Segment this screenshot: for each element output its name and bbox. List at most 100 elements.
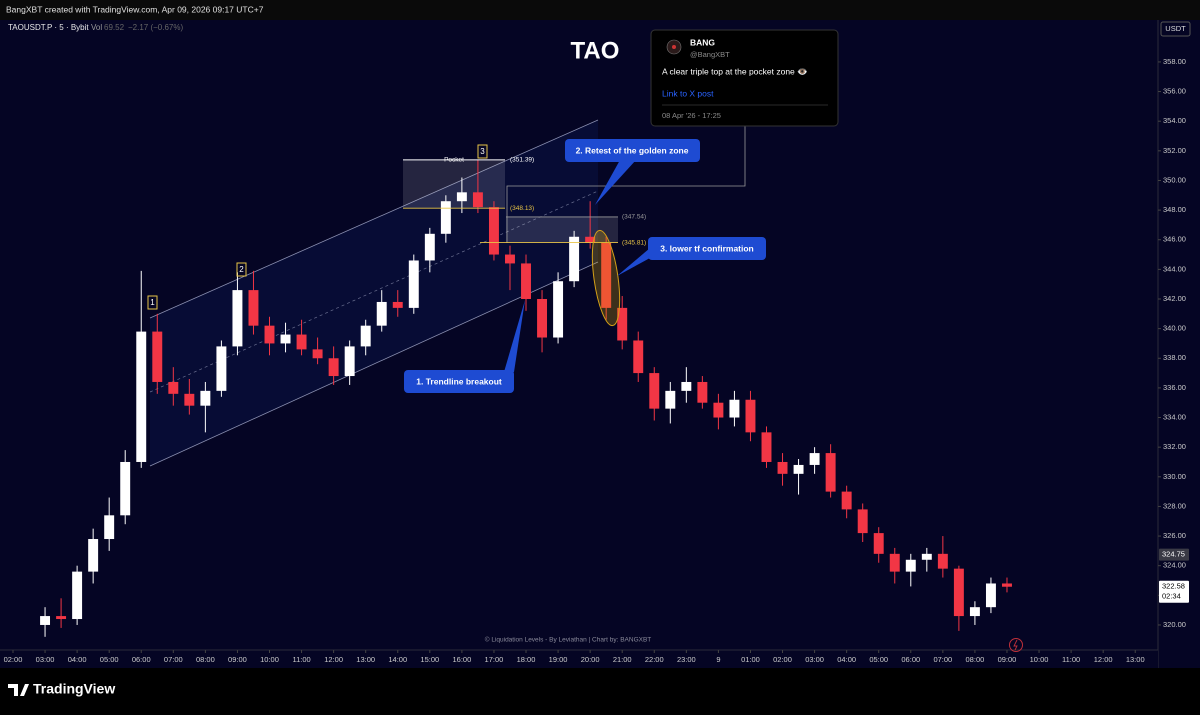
candle-body <box>713 402 724 418</box>
y-tick-label: 332.00 <box>1163 442 1186 451</box>
x-tick-label: 06:00 <box>132 655 151 664</box>
brand-logo <box>8 684 29 696</box>
y-tick-label: 336.00 <box>1163 383 1186 392</box>
callout <box>565 139 700 162</box>
x-tick-label: 08:00 <box>966 655 985 664</box>
candle-body <box>553 281 564 338</box>
x-tick-label: 16:00 <box>452 655 471 664</box>
y-tick-label: 324.00 <box>1163 561 1186 570</box>
candle-body <box>777 461 788 474</box>
bottom-bar <box>0 668 1200 710</box>
x-tick-label: 14:00 <box>388 655 407 664</box>
candle-body <box>841 491 852 510</box>
callout-pointer <box>617 248 650 276</box>
x-tick-label: 10:00 <box>1030 655 1049 664</box>
x-tick-label: 04:00 <box>68 655 87 664</box>
candle-body <box>745 399 756 433</box>
tweet-text: A clear triple top at the pocket zone 👁️ <box>662 66 808 76</box>
x-tick-label: 08:00 <box>196 655 215 664</box>
candle-body <box>184 393 195 406</box>
currency: USDT <box>1165 24 1186 33</box>
candle-body <box>312 349 323 359</box>
tweet-link[interactable]: Link to X post <box>662 88 714 98</box>
x-tick-label: 10:00 <box>260 655 279 664</box>
x-tick-label: 20:00 <box>581 655 600 664</box>
marker-box <box>147 295 158 310</box>
candle-body <box>328 358 339 377</box>
x-tick-label: 23:00 <box>677 655 696 664</box>
marker-box <box>477 144 488 159</box>
y-tick-label: 346.00 <box>1163 235 1186 244</box>
candle-body <box>729 399 740 418</box>
time-axis <box>0 650 1158 668</box>
change: −2.17 (−0.67%) <box>128 23 183 32</box>
candle-body <box>809 453 820 465</box>
callout-pointer <box>504 300 525 372</box>
candle-body <box>136 331 147 462</box>
channel-fill <box>150 120 598 466</box>
x-tick-label: 09:00 <box>228 655 247 664</box>
candle-body <box>681 381 692 391</box>
candle-body <box>472 192 483 208</box>
candle-body <box>424 233 435 261</box>
candle-body <box>440 201 451 234</box>
x-tick-label: 13:00 <box>1126 655 1145 664</box>
candle-body <box>921 553 932 560</box>
candle-body <box>344 346 355 377</box>
x-tick-label: 07:00 <box>164 655 183 664</box>
tweet-date: 08 Apr '26 - 17:25 <box>662 111 721 120</box>
currency-box[interactable] <box>1160 21 1191 37</box>
marker: 2 <box>239 265 244 274</box>
candle-body <box>168 381 179 394</box>
level-label: (345.81) <box>622 239 646 246</box>
channel-line <box>149 119 599 319</box>
y-tick-label: 344.00 <box>1163 264 1186 273</box>
candle-body <box>569 236 580 282</box>
candle-body <box>88 539 99 572</box>
candle-body <box>873 533 884 554</box>
candle-body <box>392 301 403 308</box>
candle-body <box>104 515 115 540</box>
y-tick-label: 340.00 <box>1163 324 1186 333</box>
y-tick-label: 352.00 <box>1163 146 1186 155</box>
marker-box <box>236 262 247 277</box>
y-tick-label: 330.00 <box>1163 472 1186 481</box>
y-tick-label: 348.00 <box>1163 205 1186 214</box>
candle-body <box>937 553 948 569</box>
x-tick-label: 22:00 <box>645 655 664 664</box>
candle-body <box>953 568 964 617</box>
candle-body <box>200 390 211 406</box>
candles <box>40 159 1012 637</box>
candle-body <box>40 616 51 625</box>
x-tick-label: 9 <box>716 655 720 664</box>
candle-body <box>665 390 676 409</box>
tweet-handle: @BangXBT <box>690 50 730 59</box>
x-tick-label: 03:00 <box>805 655 824 664</box>
callout-text: 3. lower tf confirmation <box>660 243 754 253</box>
vol-label: Vol <box>91 23 102 32</box>
x-tick-label: 11:00 <box>292 655 310 664</box>
candle-body <box>633 340 644 374</box>
footer: © Liquidation Levels - By Leviathan | Ch… <box>485 636 652 644</box>
y-tick-label: 320.00 <box>1163 620 1186 629</box>
x-tick-label: 21:00 <box>613 655 632 664</box>
x-tick-label: 18:00 <box>517 655 536 664</box>
marker: 3 <box>480 147 485 156</box>
candle-body <box>521 263 531 299</box>
candle-body <box>216 346 227 391</box>
callout <box>648 237 766 260</box>
y-tick-label: 338.00 <box>1163 353 1186 362</box>
candle-body <box>72 571 83 620</box>
y-tick-label: 328.00 <box>1163 501 1186 510</box>
y-tick-label: 350.00 <box>1163 175 1186 184</box>
callout-pointer <box>595 160 636 205</box>
level-label: (347.54) <box>622 214 646 221</box>
avatar-eye <box>672 45 676 49</box>
x-tick-label: 06:00 <box>901 655 920 664</box>
callout-text: 1. Trendline breakout <box>416 376 502 386</box>
alert-icon[interactable] <box>1009 638 1023 652</box>
x-tick-label: 11:00 <box>1062 655 1080 664</box>
candle-body <box>969 607 980 617</box>
candle-body <box>56 616 67 620</box>
